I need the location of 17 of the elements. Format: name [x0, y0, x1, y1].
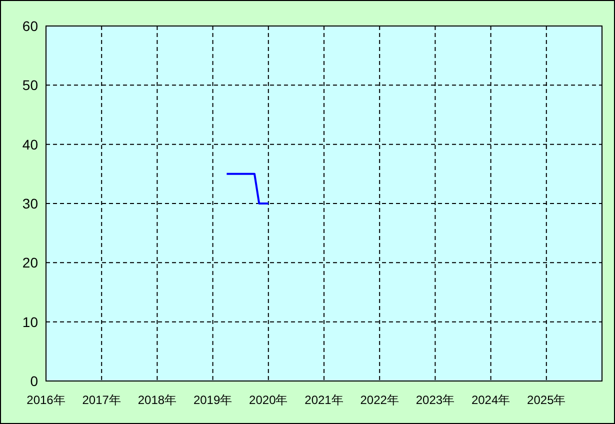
x-tick-label: 2019年: [193, 393, 232, 407]
x-tick-label: 2016年: [26, 393, 66, 407]
x-tick-label: 2021年: [304, 393, 344, 407]
x-tick-label: 2022年: [360, 393, 399, 407]
y-tick-label: 10: [22, 314, 38, 330]
x-tick-label: 2025年: [527, 393, 566, 407]
y-tick-label: 0: [30, 373, 38, 389]
y-tick-label: 30: [22, 196, 38, 212]
x-tick-label: 2018年: [138, 393, 177, 407]
x-tick-label: 2020年: [249, 393, 288, 407]
y-tick-label: 20: [22, 254, 38, 271]
y-tick-label: 50: [22, 77, 38, 94]
x-tick-label: 2023年: [416, 393, 455, 407]
y-tick-label: 60: [22, 18, 38, 34]
x-tick-label: 2024年: [471, 393, 510, 407]
x-tick-label: 2017年: [82, 393, 121, 407]
y-tick-label: 40: [22, 136, 38, 152]
